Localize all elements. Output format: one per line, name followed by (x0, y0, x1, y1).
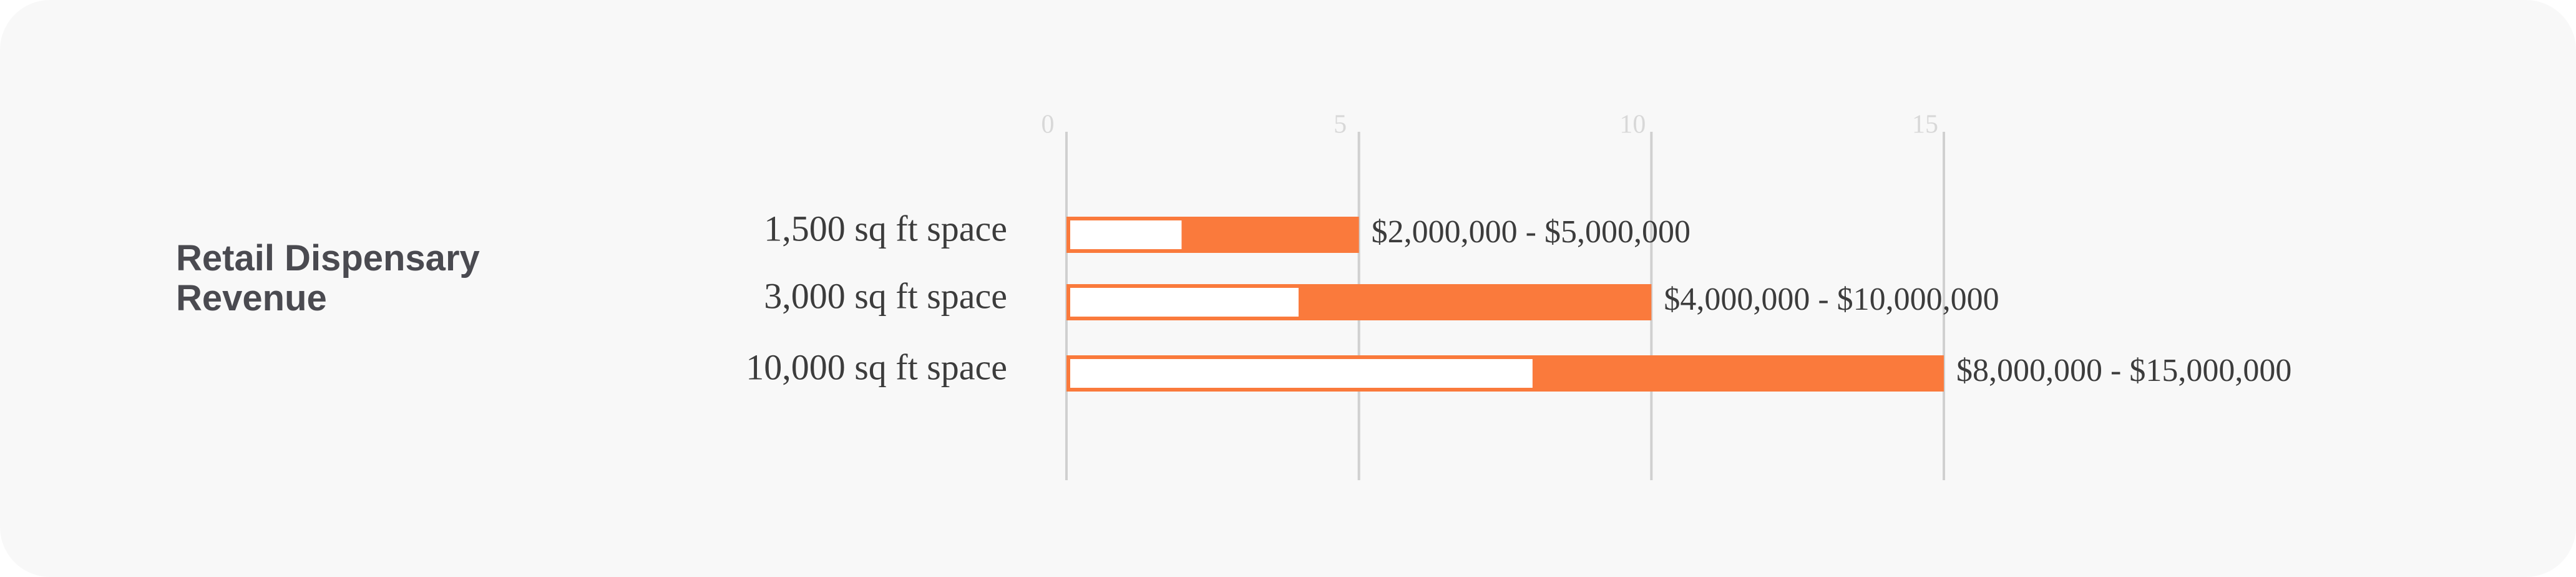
value-label: $8,000,000 - $15,000,000 (1956, 353, 2291, 388)
bar-range (1183, 217, 1359, 253)
chart-title: Retail Dispensary Revenue (176, 238, 480, 318)
bar-range (1300, 284, 1652, 320)
bar-base (1066, 217, 1186, 253)
x-tick-label: 15 (1912, 111, 1938, 139)
bar-range (1534, 355, 1944, 392)
value-label: $4,000,000 - $10,000,000 (1664, 282, 1999, 317)
x-tick-label: 5 (1334, 111, 1347, 139)
x-tick-label: 0 (1042, 111, 1055, 139)
category-label: 3,000 sq ft space (764, 275, 1007, 316)
x-tick-label: 10 (1619, 111, 1646, 139)
category-label: 1,500 sq ft space (764, 208, 1007, 249)
category-label: 10,000 sq ft space (746, 347, 1007, 387)
bar-base (1066, 355, 1536, 392)
bar-base (1066, 284, 1302, 320)
value-label: $2,000,000 - $5,000,000 (1372, 214, 1690, 250)
